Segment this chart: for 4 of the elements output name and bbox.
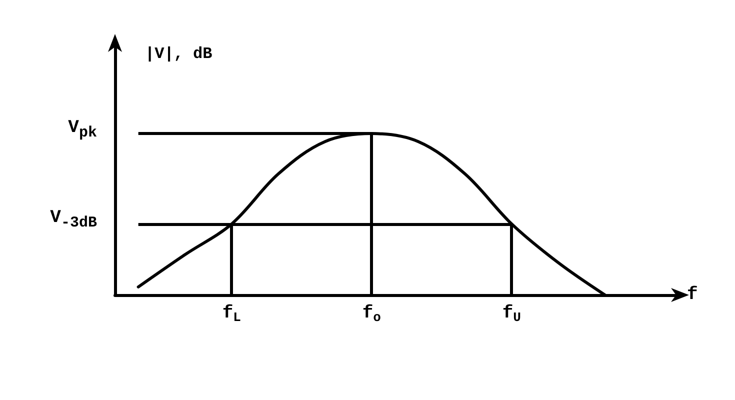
ref-line-label: V$_{pk}$ [68,118,97,144]
x-axis-title: f [687,285,698,305]
y-axis-title: |V|, dB [145,45,213,63]
ref-line-label: V$_{-3dB}$ [50,208,97,234]
